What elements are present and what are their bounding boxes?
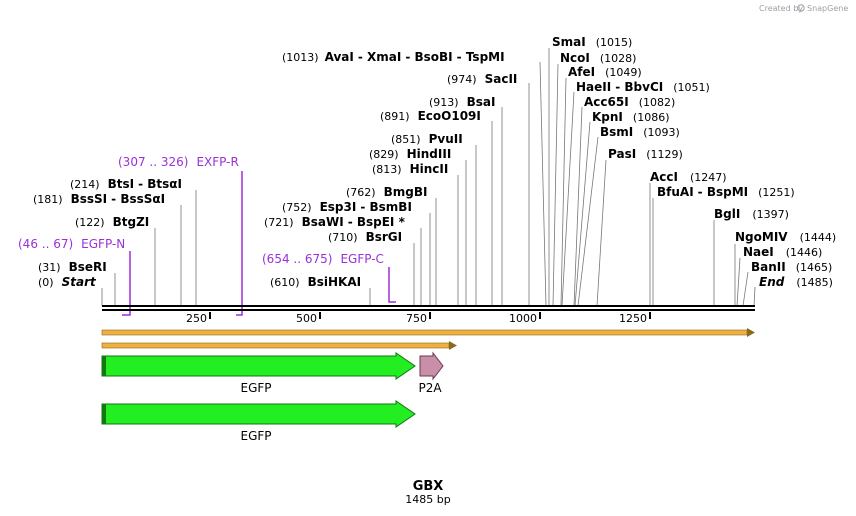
connector-end	[753, 286, 756, 307]
connector-bsmi	[577, 136, 599, 307]
ruler-tick-label: 750	[406, 312, 427, 325]
features: EGFP P2A EGFP	[101, 351, 444, 443]
feature-egfp-arrow[interactable]	[101, 400, 416, 428]
site-label-btgzi[interactable]: (122) BtgZI	[75, 215, 149, 229]
site-label-haeii[interactable]: HaeII - BbvCI (1051)	[576, 80, 710, 94]
connector-afei	[560, 77, 567, 307]
primers: (307 .. 326) EXFP-R (46 .. 67) EGFP-N (654…	[18, 155, 396, 316]
feature-egfp-label: EGFP	[240, 381, 271, 395]
primer-label-exfp-r[interactable]: (307 .. 326) EXFP-R	[118, 155, 239, 169]
connector-naei	[736, 257, 741, 307]
connector-kpni	[574, 121, 591, 307]
ruler: 250 500 750 1000 1250	[186, 312, 651, 325]
site-label-bsmi[interactable]: BsmI (1093)	[600, 125, 680, 139]
site-label-esp3i[interactable]: (752) Esp3I - BsmBI	[282, 200, 412, 214]
snapgene-logo-icon	[797, 4, 805, 12]
feature-egfp-label: EGFP	[240, 429, 271, 443]
credit-created-by: Created by	[759, 4, 803, 13]
site-label-ngomiv[interactable]: NgoMIV (1444)	[735, 230, 836, 244]
map-title: GBX	[413, 479, 444, 494]
ruler-tick-label: 250	[186, 312, 207, 325]
primer-label-egfp-n[interactable]: (46 .. 67) EGFP-N	[18, 237, 125, 251]
feature-egfp-start-cap	[102, 356, 106, 376]
connector-pasi	[596, 159, 607, 307]
site-label-acci[interactable]: AccI (1247)	[650, 170, 727, 184]
map-length: 1485 bp	[405, 493, 450, 506]
feature-p2a-arrow[interactable]	[419, 351, 444, 381]
primer-arrow-exfp-r[interactable]	[236, 171, 243, 316]
primer-label-egfp-c[interactable]: (654 .. 675) EGFP-C	[262, 252, 384, 266]
site-label-btsi[interactable]: (214) BtsI - BtsαI	[70, 177, 182, 191]
site-label-ncoi[interactable]: NcoI (1028)	[560, 51, 636, 65]
credit: Created by SnapGene	[759, 4, 848, 13]
site-label-bsssi[interactable]: (181) BssSI - BssSαI	[33, 192, 165, 206]
orf-2-bar[interactable]	[101, 342, 450, 349]
site-label-hindiii[interactable]: (829) HindIII	[369, 147, 451, 161]
orf-2-arrowhead	[449, 341, 457, 350]
connector-banii	[742, 271, 749, 307]
primer-arrow-egfp-c[interactable]	[388, 267, 396, 303]
connector-acc65i	[573, 106, 583, 307]
site-label-bsawi[interactable]: (721) BsaWI - BspEI *	[264, 215, 406, 229]
site-label-sacii[interactable]: (974) SacII	[447, 72, 517, 86]
site-label-bgli[interactable]: BglI (1397)	[714, 207, 789, 221]
feature-egfp-start-cap	[102, 404, 106, 424]
site-label-start: (0) Start	[38, 275, 97, 289]
site-label-avai[interactable]: (1013) AvaI - XmaI - BsoBI - TspMI	[282, 50, 505, 64]
site-label-afei[interactable]: AfeI (1049)	[568, 65, 642, 79]
orf-1-bar[interactable]	[101, 329, 748, 336]
connector-haeii	[561, 91, 575, 307]
connector-avai	[539, 61, 547, 307]
site-label-pasi[interactable]: PasI (1129)	[608, 147, 683, 161]
site-label-hincii[interactable]: (813) HincII	[372, 162, 448, 176]
ruler-tick-label: 1000	[509, 312, 537, 325]
feature-egfp-arrow[interactable]	[101, 352, 416, 380]
site-label-bmgbi[interactable]: (762) BmgBI	[346, 185, 427, 199]
orfs	[101, 328, 755, 350]
site-labels: (1013) AvaI - XmaI - BsoBI - TspMI SmaI (1015…	[33, 35, 836, 289]
site-label-bseri[interactable]: (31) BseRI	[38, 260, 107, 274]
orf-1-arrowhead	[747, 328, 755, 337]
site-label-kpni[interactable]: KpnI (1086)	[592, 110, 669, 124]
site-label-bsai[interactable]: (913) BsaI	[429, 95, 495, 109]
site-label-acc65i[interactable]: Acc65I (1082)	[584, 95, 675, 109]
connector-ncoi	[552, 63, 559, 307]
site-label-banii[interactable]: BanII (1465)	[751, 260, 832, 274]
site-label-pvuii[interactable]: (851) PvuII	[391, 132, 463, 146]
feature-p2a-label: P2A	[418, 381, 442, 395]
site-label-smai[interactable]: SmaI (1015)	[552, 35, 632, 49]
credit-brand: SnapGene	[807, 4, 848, 13]
site-label-naei[interactable]: NaeI (1446)	[743, 245, 822, 259]
site-label-ecoo109i[interactable]: (891) EcoO109I	[380, 109, 481, 123]
site-label-bsihkai[interactable]: (610) BsiHKAI	[270, 275, 361, 289]
primer-arrow-egfp-n[interactable]	[122, 251, 131, 316]
backbone	[102, 305, 755, 311]
site-connectors	[101, 48, 756, 307]
site-label-end: End (1485)	[759, 275, 833, 289]
ruler-tick-label: 500	[296, 312, 317, 325]
ruler-tick-label: 1250	[619, 312, 647, 325]
site-label-bsrgi[interactable]: (710) BsrGI	[328, 230, 402, 244]
site-label-bfuai[interactable]: BfuAI - BspMI (1251)	[657, 185, 795, 199]
